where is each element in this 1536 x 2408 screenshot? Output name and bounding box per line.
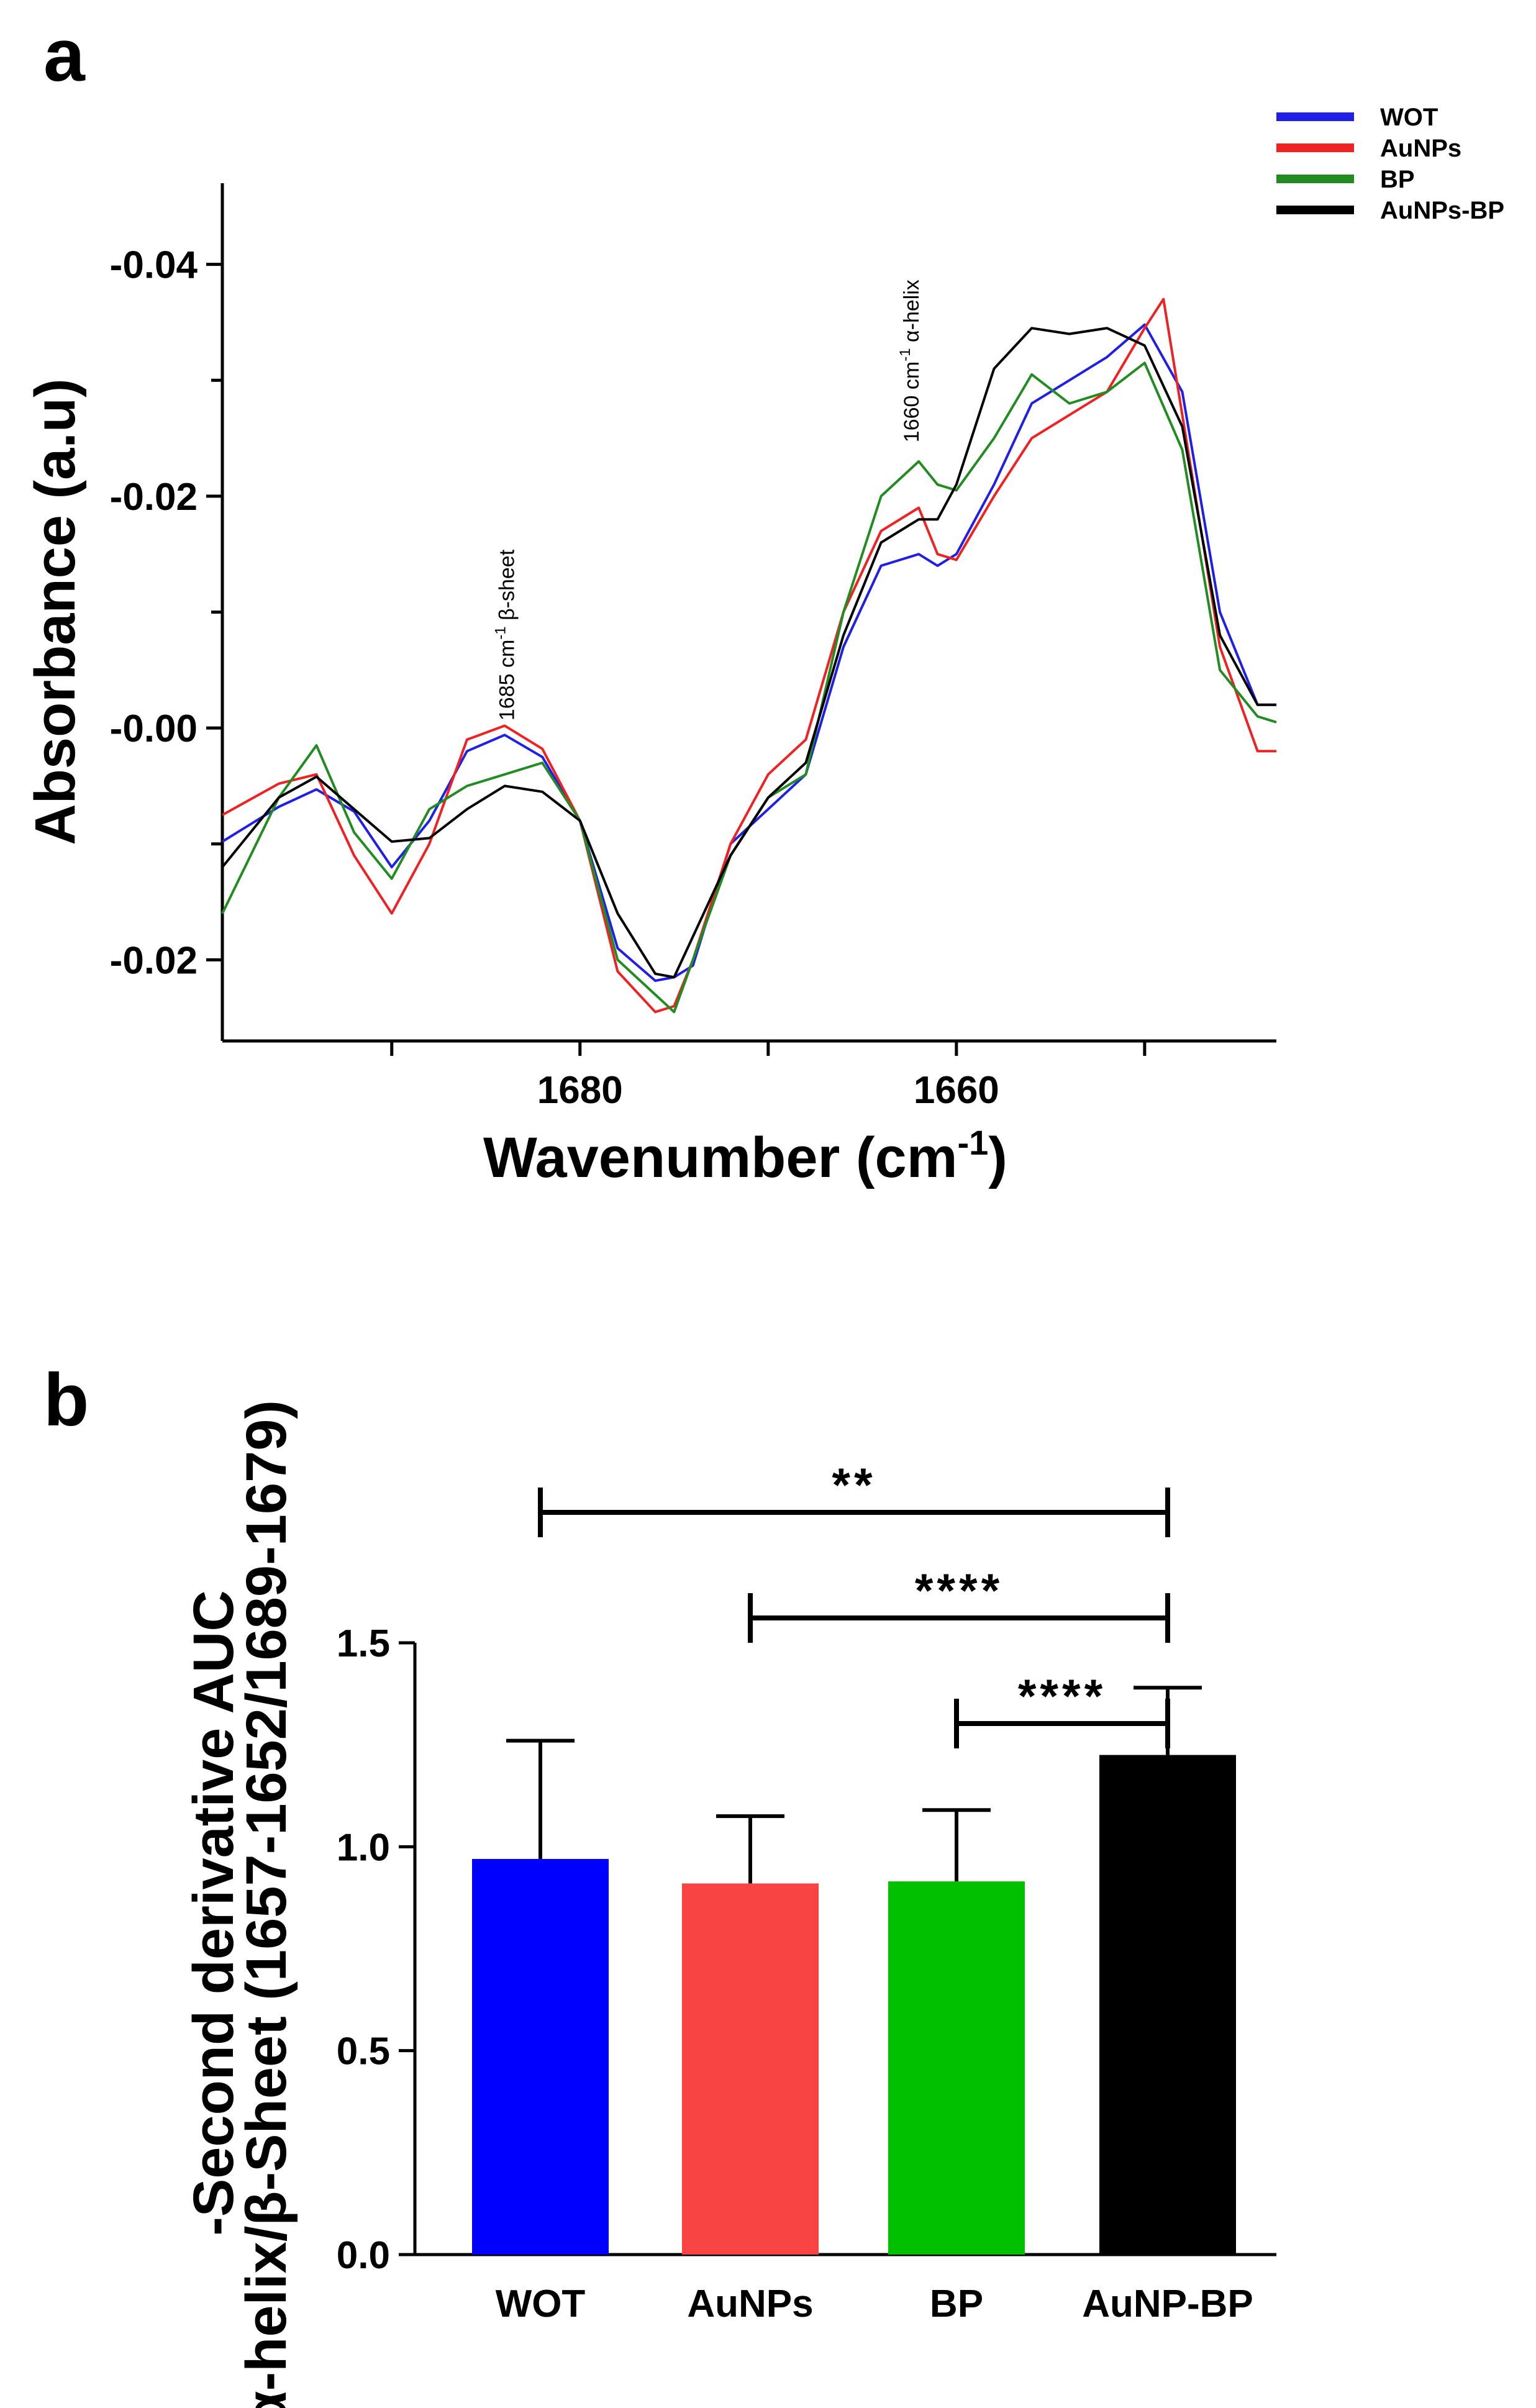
significance-label: **** — [915, 1565, 1003, 1617]
y-tick-label: -0.00 — [110, 707, 198, 750]
panel-a-series — [221, 298, 1277, 1014]
x-tick-label: 1680 — [537, 1069, 623, 1112]
legend-label: WOT — [1380, 104, 1438, 131]
peak-annotation: 1660 cm-1 α-helix — [897, 279, 924, 442]
legend-label: AuNPs — [1380, 135, 1461, 162]
peak-annotation-value: 1660 cm — [900, 361, 924, 442]
panel-a-y-ticks: -0.04 -0.02 -0.00 -0.02 — [110, 244, 222, 982]
y-tick-label: 0.5 — [337, 2030, 390, 2073]
series-line-aunps-bp — [221, 327, 1276, 979]
significance-label: ** — [832, 1459, 876, 1512]
peak-annotation-superscript: -1 — [897, 348, 914, 361]
series-line-wot — [221, 323, 1276, 982]
peak-annotation-label: β-sheet — [496, 549, 519, 626]
x-tick-label: BP — [930, 2283, 983, 2325]
x-tick-label: AuNP-BP — [1082, 2283, 1253, 2325]
panel-a-legend: WOT AuNPs BP AuNPs-BP — [1276, 104, 1504, 224]
series-line-aunps — [222, 298, 1276, 1014]
x-tick-label: WOT — [496, 2283, 586, 2325]
panel-b-bars — [472, 1755, 1236, 2255]
panel-b-y-axis-title-line2: α-helix/β-Sheet (1657-1652/1689-1679) — [235, 1400, 298, 2408]
series-line-bp — [221, 361, 1277, 1014]
legend-label: BP — [1380, 166, 1415, 193]
panel-b-y-axis-title-line1: -Second derivative AUC — [182, 1590, 245, 2236]
x-axis-title-text: Wavenumber (cm — [483, 1126, 957, 1189]
x-axis-title-superscript: -1 — [958, 1123, 989, 1162]
bar-bp — [888, 1881, 1025, 2255]
bar-aunp-bp — [1099, 1755, 1236, 2255]
panel-a-x-ticks: 1680 1660 — [390, 1041, 1147, 1112]
peak-annotation-value: 1685 cm — [496, 640, 519, 720]
y-tick-label: -0.02 — [110, 939, 198, 982]
y-tick-label: 1.5 — [337, 1622, 390, 1665]
y-tick-label: 0.0 — [337, 2234, 390, 2277]
panel-b-y-ticks: 0.0 0.5 1.0 1.5 — [337, 1622, 415, 2277]
significance-label: **** — [1018, 1670, 1106, 1723]
peak-annotation-superscript: -1 — [493, 626, 509, 639]
x-tick-label: 1660 — [914, 1069, 999, 1112]
peak-annotation: 1685 cm-1 β-sheet — [493, 549, 519, 720]
panel-b-significance-brackets: ********** — [538, 1459, 1170, 1748]
bar-wot — [472, 1859, 609, 2255]
peak-annotation-label: α-helix — [900, 279, 924, 348]
legend-label: AuNPs-BP — [1380, 197, 1504, 224]
bar-aunps — [682, 1883, 819, 2255]
y-tick-label: -0.04 — [110, 244, 198, 287]
panel-a-x-axis-title: Wavenumber (cm-1) — [483, 1123, 1007, 1189]
panel-b-label: b — [43, 1358, 89, 1442]
panel-a-label: a — [43, 14, 86, 97]
panel-b-x-tick-labels: WOT AuNPs BP AuNP-BP — [496, 2283, 1253, 2325]
y-tick-label: 1.0 — [337, 1826, 390, 1869]
panel-a-line-chart: a -0.04-0.02-0.00-0.02 1680 1660 1685 cm-… — [24, 14, 1504, 1189]
y-tick-label: -0.02 — [110, 476, 198, 519]
x-tick-label: AuNPs — [687, 2283, 813, 2325]
panel-b-bar-chart: b 0.00.51.01.5 WOT AuNPs BP AuNP-BP *******… — [43, 1358, 1276, 2408]
x-axis-title-tail: ) — [988, 1126, 1007, 1189]
panel-a-y-axis-title: Absorbance (a.u) — [24, 378, 87, 845]
